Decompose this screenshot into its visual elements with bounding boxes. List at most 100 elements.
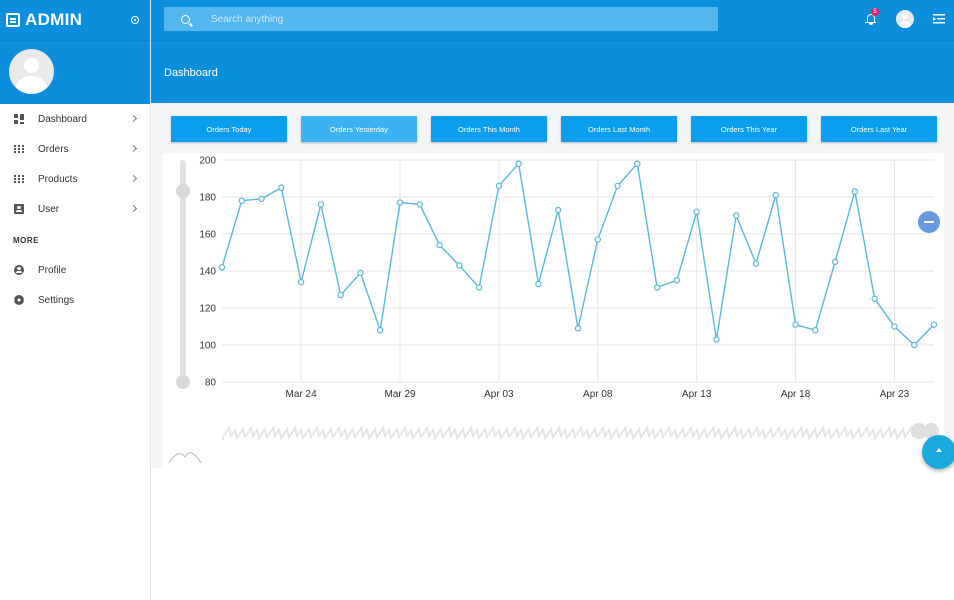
x-tick-label: Apr 08 xyxy=(583,389,613,400)
x-tick-label: Apr 23 xyxy=(880,389,910,400)
x-tick-label: Mar 29 xyxy=(384,389,416,400)
sidebar-toggle-icon[interactable] xyxy=(131,16,139,24)
x-tick-label: Apr 03 xyxy=(484,389,514,400)
data-point[interactable] xyxy=(891,323,898,330)
notification-badge: 5 xyxy=(871,8,879,16)
orders-last-month-button[interactable]: Orders Last Month xyxy=(561,116,677,142)
data-point[interactable] xyxy=(614,182,621,190)
sidebar-item-label: Settings xyxy=(38,294,75,306)
data-point[interactable] xyxy=(416,201,423,208)
data-point[interactable] xyxy=(317,201,325,208)
y-tick-label: 180 xyxy=(199,193,216,204)
data-point[interactable] xyxy=(752,260,760,267)
data-point[interactable] xyxy=(574,325,582,332)
data-point[interactable] xyxy=(812,326,819,334)
data-point[interactable] xyxy=(515,160,522,167)
sidebar-item-profile[interactable]: Profile xyxy=(0,255,150,285)
zoom-out-button[interactable] xyxy=(918,211,940,233)
y-tick-label: 120 xyxy=(199,304,216,315)
y-tick-label: 140 xyxy=(199,267,216,278)
profile-icon xyxy=(14,265,24,275)
data-point[interactable] xyxy=(871,295,878,302)
data-point[interactable] xyxy=(456,262,463,269)
data-point[interactable] xyxy=(555,206,562,214)
data-point[interactable] xyxy=(911,341,918,349)
data-point[interactable] xyxy=(693,208,700,216)
sidebar-item-label: Orders xyxy=(38,143,69,155)
topbar: 5 xyxy=(151,0,954,40)
orders-series-line xyxy=(221,162,935,346)
data-point[interactable] xyxy=(594,236,601,243)
search-input[interactable] xyxy=(211,13,718,25)
avatar[interactable] xyxy=(9,49,54,94)
data-point[interactable] xyxy=(792,321,799,328)
y-zoom-handle-bottom[interactable] xyxy=(176,375,190,389)
data-point[interactable] xyxy=(535,280,542,288)
data-point[interactable] xyxy=(930,321,938,328)
data-point[interactable] xyxy=(377,326,384,334)
data-point[interactable] xyxy=(831,258,839,265)
sidebar-item-label: Products xyxy=(38,173,78,185)
navigator-handle[interactable] xyxy=(911,423,927,439)
y-tick-label: 200 xyxy=(199,156,216,167)
data-point[interactable] xyxy=(772,191,779,199)
orders-today-button[interactable]: Orders Today xyxy=(171,116,287,142)
data-point[interactable] xyxy=(634,160,641,167)
orders-this-year-button[interactable]: Orders This Year xyxy=(691,116,807,142)
y-tick-label: 100 xyxy=(199,341,216,352)
data-point[interactable] xyxy=(337,291,344,299)
store-icon xyxy=(6,13,20,27)
data-point[interactable] xyxy=(436,241,443,249)
sidebar-section-title: MORE xyxy=(13,236,39,245)
data-point[interactable] xyxy=(733,212,740,219)
sidebar-item-orders[interactable]: Orders xyxy=(0,134,150,164)
user-avatar[interactable] xyxy=(896,10,914,28)
orders-last-year-button[interactable]: Orders Last Year xyxy=(821,116,937,142)
orders-chart-card: 80 100 120 140 160 180 200 Mar 24 Mar 29 Apr 03 A… xyxy=(163,153,954,469)
search-bar xyxy=(164,7,718,31)
mini-chart-icon xyxy=(168,452,202,464)
sidebar-item-label: Dashboard xyxy=(38,113,87,125)
y-zoom-handle-top[interactable] xyxy=(176,184,190,198)
data-point[interactable] xyxy=(258,195,265,203)
y-tick-label: 80 xyxy=(205,378,217,389)
user-card-icon xyxy=(14,204,24,214)
sidebar-profile xyxy=(0,40,150,104)
sidebar-item-dashboard[interactable]: Dashboard xyxy=(0,104,150,134)
grid-icon xyxy=(14,175,24,183)
brand-bar: ADMIN xyxy=(0,0,150,40)
page-title: Dashboard xyxy=(164,67,218,79)
data-point[interactable] xyxy=(297,278,305,286)
data-point[interactable] xyxy=(278,184,285,191)
orders-yesterday-button[interactable]: Orders Yesterday xyxy=(301,116,417,142)
y-zoom-slider-track[interactable] xyxy=(180,160,186,382)
y-tick-label: 160 xyxy=(199,230,216,241)
data-point[interactable] xyxy=(238,197,245,204)
grid-icon xyxy=(14,145,24,153)
x-tick-label: Mar 24 xyxy=(286,389,318,400)
data-point[interactable] xyxy=(218,264,226,271)
data-point[interactable] xyxy=(851,188,859,195)
data-point[interactable] xyxy=(713,336,720,343)
sidebar-nav: Dashboard Orders Products User xyxy=(0,104,150,224)
gear-icon xyxy=(14,295,24,305)
data-point[interactable] xyxy=(495,182,503,190)
navigator-series[interactable] xyxy=(222,425,922,441)
data-point[interactable] xyxy=(475,284,483,291)
orders-this-month-button[interactable]: Orders This Month xyxy=(431,116,547,142)
sidebar: ADMIN Dashboard Orders Products User MOR… xyxy=(0,0,151,600)
sidebar-item-products[interactable]: Products xyxy=(0,164,150,194)
data-point[interactable] xyxy=(673,277,681,284)
sidebar-item-label: Profile xyxy=(38,264,67,276)
sidebar-item-user[interactable]: User xyxy=(0,194,150,224)
menu-toggle-icon[interactable] xyxy=(933,14,945,24)
dashboard-icon xyxy=(14,114,24,124)
x-tick-label: Apr 18 xyxy=(781,389,811,400)
brand-title[interactable]: ADMIN xyxy=(25,10,83,29)
data-point[interactable] xyxy=(653,284,661,291)
data-point[interactable] xyxy=(396,199,404,206)
data-point[interactable] xyxy=(357,269,364,277)
sidebar-item-settings[interactable]: Settings xyxy=(0,285,150,315)
search-icon[interactable] xyxy=(181,14,190,24)
scroll-to-top-button[interactable] xyxy=(922,435,954,469)
